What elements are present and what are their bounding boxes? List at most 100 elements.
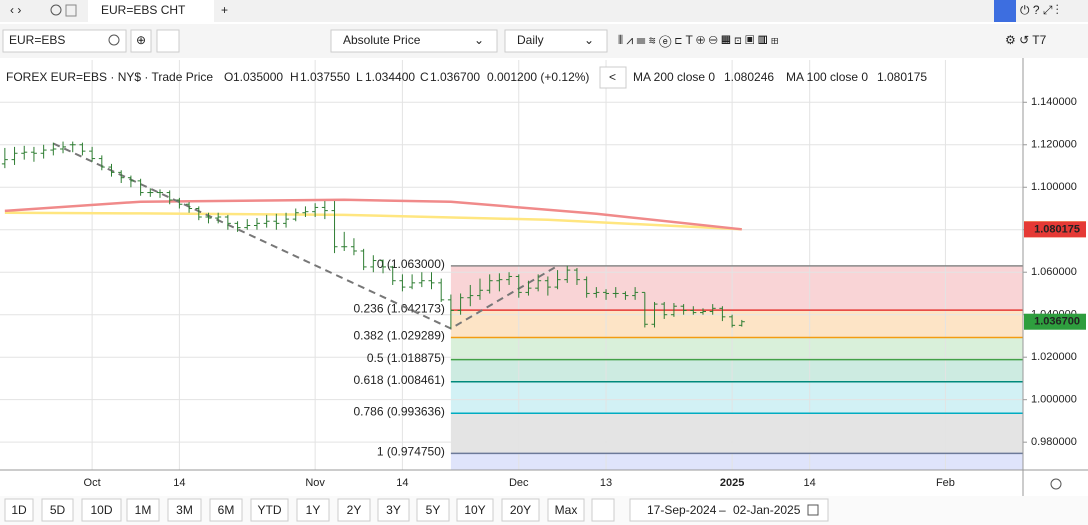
fib-zone xyxy=(450,381,1023,414)
fib-zone xyxy=(450,265,1023,311)
date-to: 02-Jan-2025 xyxy=(733,503,801,517)
range-settings[interactable] xyxy=(591,498,615,522)
legend: FOREX EUR=EBS · NY$ · Trade Price O 1.03… xyxy=(6,66,927,89)
tab[interactable] xyxy=(88,0,214,22)
x-tick-label: Nov xyxy=(305,477,325,489)
range-button[interactable] xyxy=(416,498,450,522)
price-tag-label: 1.036700 xyxy=(1034,316,1080,328)
range-button-label: 1Y xyxy=(306,503,321,517)
range-button-label: 10D xyxy=(90,503,112,517)
y-tick-label: 1.120000 xyxy=(1031,139,1077,151)
fib-label: 0.786 (0.993636) xyxy=(353,404,444,418)
range-button[interactable] xyxy=(41,498,74,522)
price-tag-label: 1.080175 xyxy=(1034,223,1080,235)
moving-average xyxy=(4,211,742,231)
dropdown-arrow: ⌄ xyxy=(584,33,594,47)
y-tick-label: 1.000000 xyxy=(1031,394,1077,406)
fib-label: 0 (1.063000) xyxy=(377,257,445,271)
range-button-label: 3Y xyxy=(386,503,401,517)
range-button-label: 5Y xyxy=(426,503,441,517)
search-icon[interactable] xyxy=(50,4,62,16)
symbol-input[interactable] xyxy=(2,29,127,53)
axis-settings[interactable] xyxy=(1050,478,1062,490)
range-button-label: YTD xyxy=(258,503,282,517)
fib-label: 1 (0.974750) xyxy=(377,444,445,458)
ohlc-value: 1.036700 xyxy=(430,70,480,84)
dropdown-arrow: ⌄ xyxy=(474,33,484,47)
calendar-icon xyxy=(807,504,819,516)
range-button[interactable] xyxy=(337,498,371,522)
search-icon[interactable] xyxy=(108,34,120,46)
range-button[interactable] xyxy=(377,498,410,522)
ma-name: MA 200 close 0 xyxy=(633,70,715,84)
range-button[interactable] xyxy=(209,498,243,522)
fib-zone xyxy=(450,337,1023,360)
range-button[interactable] xyxy=(81,498,122,522)
moving-average xyxy=(4,198,742,231)
range-button[interactable] xyxy=(4,498,34,522)
ohlc-label: O xyxy=(224,70,233,84)
interval-select[interactable] xyxy=(504,29,608,53)
fib-label: 0.236 (1.042173) xyxy=(353,301,444,315)
link-icon[interactable] xyxy=(65,4,77,17)
new-tab[interactable]: + xyxy=(221,3,228,17)
range-bar-bg xyxy=(0,496,1088,525)
y-tick-label: 1.020000 xyxy=(1031,351,1077,363)
range-button-label: 20Y xyxy=(510,503,531,517)
change: 0.001200 (+0.12%) xyxy=(487,70,589,84)
fib-zone xyxy=(450,453,1023,470)
settings-icons[interactable]: ⚙ ↺ T7 xyxy=(1005,33,1047,47)
y-tick-label: 0.980000 xyxy=(1031,436,1077,448)
y-tick-label: 1.100000 xyxy=(1031,181,1077,193)
x-tick-label: Oct xyxy=(84,477,101,489)
add-icon: ⊕ xyxy=(136,33,146,47)
window-icons[interactable]: ⏻ ? ⤢ ⋮ xyxy=(1020,3,1059,17)
price-axis-bg xyxy=(1023,60,1088,470)
y-tick-label: 1.140000 xyxy=(1031,96,1077,108)
range-button[interactable] xyxy=(126,498,160,522)
price-mode-select[interactable] xyxy=(330,29,498,53)
collapse-icon: < xyxy=(609,70,616,84)
range-button-label: 1D xyxy=(11,503,27,517)
ohlc-value: 1.037550 xyxy=(300,70,350,84)
ohlc-label: L xyxy=(356,70,363,84)
nav-back[interactable]: ‹ › xyxy=(10,3,21,17)
date-sep: – xyxy=(719,503,726,517)
date-from: 17-Sep-2024 xyxy=(647,503,717,517)
fib-label: 0.5 (1.018875) xyxy=(367,351,445,365)
collapse-btn[interactable] xyxy=(599,66,627,89)
range-button-label: Max xyxy=(555,503,578,517)
range-button[interactable] xyxy=(250,498,289,522)
range-button-label: 3M xyxy=(176,503,193,517)
folder-btn[interactable] xyxy=(156,29,180,53)
chart-tools[interactable]: ⫴ ⩘ ☰ ≋ ⓔ ⊏ T ⊕ ⊖ ▦ ⊡ ▣ ▥ ⊞ xyxy=(618,33,779,47)
range-button[interactable] xyxy=(501,498,540,522)
range-button-label: 2Y xyxy=(347,503,362,517)
range-button[interactable] xyxy=(167,498,202,522)
fib-zone xyxy=(450,359,1023,382)
x-tick-label: 14 xyxy=(804,477,816,489)
x-tick-label: Dec xyxy=(509,477,529,489)
add-btn[interactable] xyxy=(130,29,152,53)
price-tag xyxy=(1024,221,1086,238)
y-tick-label: 1.060000 xyxy=(1031,266,1077,278)
date-range[interactable] xyxy=(629,498,829,522)
range-button[interactable] xyxy=(547,498,585,522)
x-tick-label: 2025 xyxy=(720,477,744,489)
range-button-label: 5D xyxy=(50,503,66,517)
fib-label: 0.618 (1.008461) xyxy=(353,373,444,387)
range-button[interactable] xyxy=(296,498,330,522)
range-button-label: 6M xyxy=(218,503,235,517)
ma-value: 1.080246 xyxy=(724,70,774,84)
symbol: EUR=EBS xyxy=(9,33,65,47)
expand-btn[interactable] xyxy=(994,0,1016,22)
ohlc-value: 1.034400 xyxy=(365,70,415,84)
ma-name: MA 100 close 0 xyxy=(786,70,868,84)
ohlc-label: C xyxy=(420,70,429,84)
range-bar: 1D 5D 10D 1M 3M 6M YTD 1Y 2Y 3Y 5Y 10Y 20Y Max 17-Sep-… xyxy=(0,478,1088,525)
fib-zone xyxy=(450,413,1023,454)
tab-bar xyxy=(0,0,1088,22)
range-button[interactable] xyxy=(456,498,494,522)
x-tick-label: 14 xyxy=(173,477,185,489)
